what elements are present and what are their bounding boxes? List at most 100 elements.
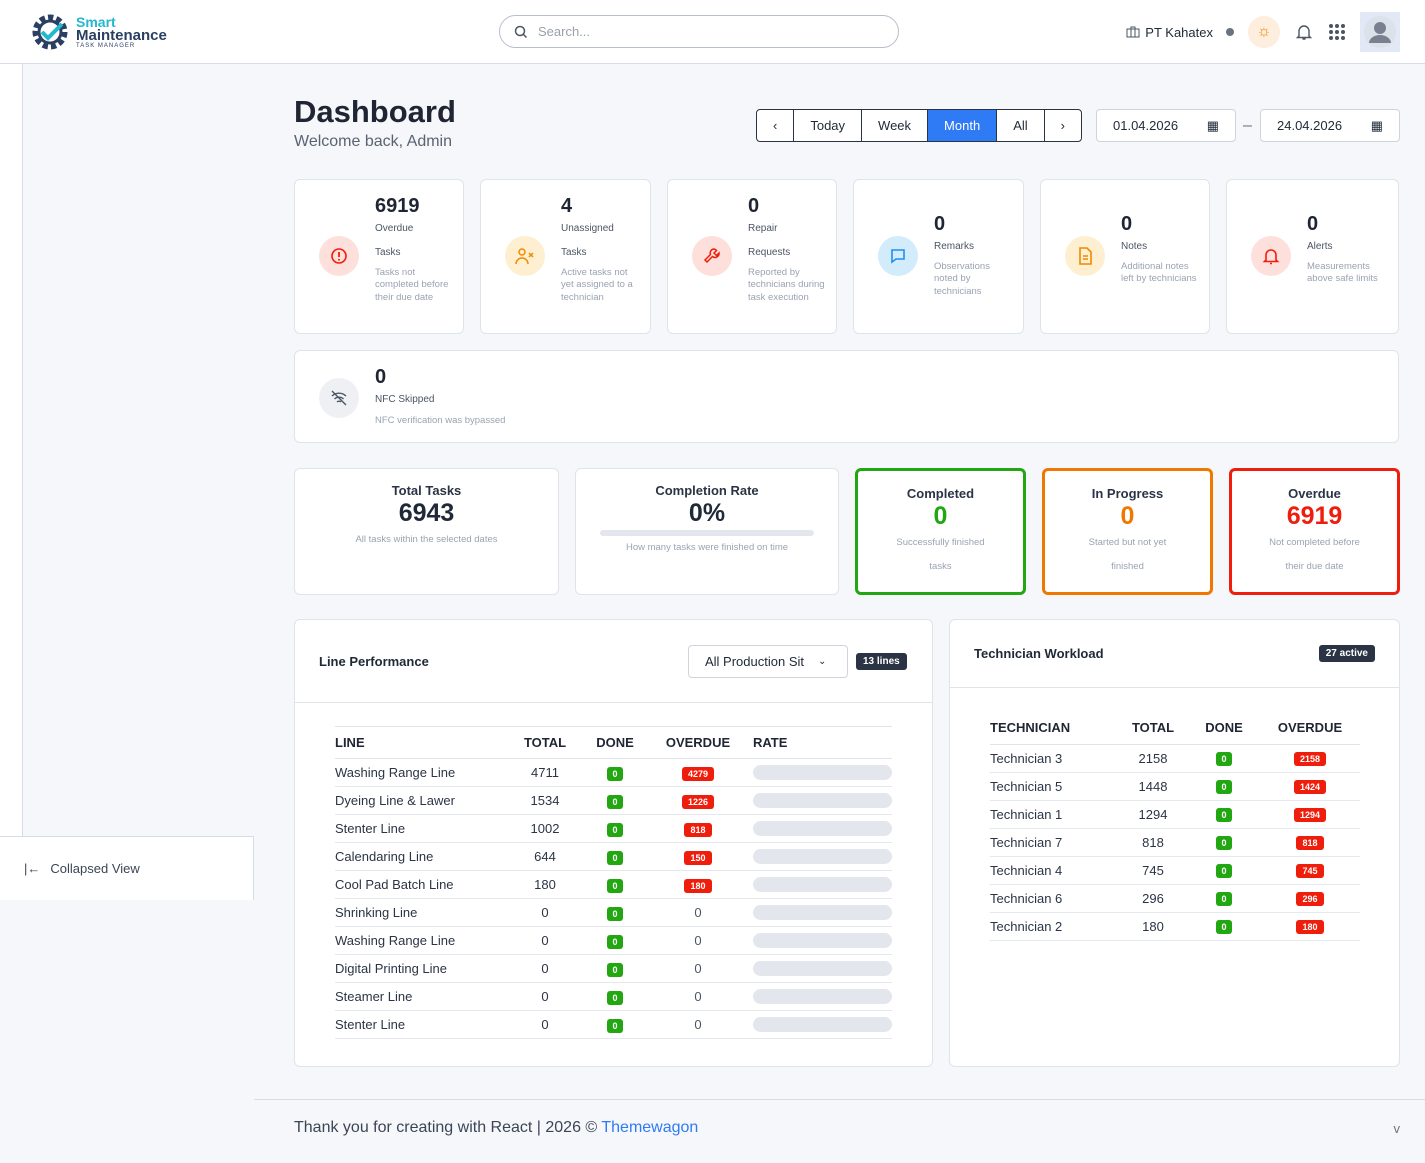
rate-bar xyxy=(753,989,892,1004)
table-row[interactable]: Stenter Line 0 0 0 xyxy=(335,1010,892,1039)
logo-tagline: TASK MANAGER xyxy=(76,42,136,49)
collapse-arrow-icon: |← xyxy=(24,861,41,876)
done-badge: 0 xyxy=(1216,808,1232,822)
prev-button[interactable]: ‹ xyxy=(757,110,795,141)
tab-week[interactable]: Week xyxy=(862,110,929,141)
next-button[interactable]: › xyxy=(1060,118,1065,133)
table-row[interactable]: Technician 4 745 0 745 xyxy=(990,856,1360,885)
technician-name: Technician 3 xyxy=(990,744,1118,773)
table-row[interactable]: Calendaring Line 644 0 150 xyxy=(335,842,892,871)
page-title: Dashboard xyxy=(294,94,456,129)
table-row[interactable]: Cool Pad Batch Line 180 0 180 xyxy=(335,870,892,899)
done-badge: 0 xyxy=(607,1018,623,1033)
table-row[interactable]: Steamer Line 0 0 0 xyxy=(335,982,892,1011)
done-badge: 0 xyxy=(607,906,623,921)
overdue-badge: 150 xyxy=(684,850,712,865)
table-row[interactable]: Stenter Line 1002 0 818 xyxy=(335,814,892,843)
technician-total: 296 xyxy=(1118,884,1188,913)
wifi-off-icon xyxy=(319,378,359,418)
summary-description: How many tasks were finished on time xyxy=(625,542,789,553)
production-site-select[interactable]: All Production Sit ⌄ xyxy=(688,645,848,678)
column-header: TOTAL xyxy=(515,726,575,759)
overdue-badge: 818 xyxy=(1296,836,1324,850)
table-row[interactable]: Shrinking Line 0 0 0 xyxy=(335,898,892,927)
overdue-badge: 745 xyxy=(1296,864,1324,878)
logo-smart: Smart xyxy=(76,13,116,30)
message-icon xyxy=(878,236,918,276)
summary-description: finished xyxy=(1111,561,1144,572)
tab-month[interactable]: Month xyxy=(928,110,998,141)
company-name: PT Kahatex xyxy=(1145,24,1213,40)
kpi-card-repair[interactable]: 0 Repair Requests Reported by technician… xyxy=(667,179,837,334)
kpi-label: NFC Skipped xyxy=(375,394,435,405)
overdue-value: 0 xyxy=(694,989,702,1004)
company-selector[interactable]: PT Kahatex xyxy=(1126,25,1234,40)
user-x-icon xyxy=(505,236,545,276)
summary-value: 0 xyxy=(1120,502,1135,530)
status-dot xyxy=(1226,28,1234,36)
kpi-card-remarks[interactable]: 0 Remarks Observations noted by technici… xyxy=(853,179,1024,334)
active-count-badge: 27 active xyxy=(1318,645,1375,662)
summary-title: Total Tasks xyxy=(391,483,462,498)
start-date-input[interactable]: 01.04.2026 ▦ xyxy=(1096,109,1236,142)
search-icon xyxy=(514,25,528,38)
logo[interactable]: Smart Maintenance TASK MANAGER xyxy=(30,12,167,52)
summary-value: 0% xyxy=(688,499,726,527)
summary-description: Started but not yet xyxy=(1088,537,1167,548)
table-row[interactable]: Technician 7 818 0 818 xyxy=(990,828,1360,857)
tab-all[interactable]: All xyxy=(997,110,1045,141)
kpi-card-overdue[interactable]: 6919 Overdue Tasks Tasks not completed b… xyxy=(294,179,464,334)
table-row[interactable]: Washing Range Line 4711 0 4279 xyxy=(335,758,892,787)
search-box[interactable] xyxy=(499,15,899,48)
summary-in-progress: In Progress 0 Started but not yet finish… xyxy=(1042,468,1213,595)
done-badge: 0 xyxy=(1216,892,1232,906)
overdue-badge: 296 xyxy=(1296,892,1324,906)
rate-bar xyxy=(753,821,892,836)
kpi-card-nfc-skipped[interactable]: 0 NFC Skipped NFC verification was bypas… xyxy=(294,350,1399,443)
line-name: Stenter Line xyxy=(335,814,515,843)
search-input[interactable] xyxy=(538,24,858,39)
avatar[interactable] xyxy=(1360,12,1400,52)
table-row[interactable]: Technician 6 296 0 296 xyxy=(990,884,1360,913)
column-header: TECHNICIAN xyxy=(990,712,1118,745)
kpi-description: Tasks not completed before their due dat… xyxy=(375,267,449,303)
table-row[interactable]: Technician 2 180 0 180 xyxy=(990,912,1360,941)
tab-today[interactable]: Today xyxy=(794,110,863,141)
rate-bar xyxy=(753,793,892,808)
done-badge: 0 xyxy=(607,766,623,781)
kpi-value: 0 xyxy=(1307,213,1319,235)
kpi-card-notes[interactable]: 0 Notes Additional notes left by technic… xyxy=(1040,179,1210,334)
table-row[interactable]: Technician 5 1448 0 1424 xyxy=(990,772,1360,801)
technician-total: 1294 xyxy=(1118,800,1188,829)
summary-completed: Completed 0 Successfully finished tasks xyxy=(855,468,1026,595)
technician-name: Technician 1 xyxy=(990,800,1118,829)
done-badge: 0 xyxy=(607,990,623,1005)
select-value: All Production Sit xyxy=(705,654,804,669)
summary-description: Not completed before xyxy=(1269,537,1360,548)
table-row[interactable]: Technician 1 1294 0 1294 xyxy=(990,800,1360,829)
themewagon-link[interactable]: Themewagon xyxy=(601,1119,699,1136)
collapse-sidebar-button[interactable]: |← Collapsed View xyxy=(0,836,254,900)
table-row[interactable]: Washing Range Line 0 0 0 xyxy=(335,926,892,955)
kpi-value: 4 xyxy=(561,195,573,217)
apps-grid-icon[interactable] xyxy=(1328,23,1346,41)
kpi-label: Overdue xyxy=(375,223,414,234)
summary-description: Successfully finished xyxy=(896,537,985,548)
bell-icon[interactable] xyxy=(1294,22,1314,42)
overdue-badge: 1294 xyxy=(1293,808,1327,822)
theme-toggle-button[interactable]: ☼ xyxy=(1248,16,1280,48)
table-row[interactable]: Digital Printing Line 0 0 0 xyxy=(335,954,892,983)
kpi-card-alerts[interactable]: 0 Alerts Measurements above safe limits xyxy=(1226,179,1399,334)
end-date-value: 24.04.2026 xyxy=(1277,118,1343,133)
summary-description: tasks xyxy=(929,561,952,572)
line-name: Calendaring Line xyxy=(335,842,515,871)
line-name: Stenter Line xyxy=(335,1010,515,1039)
rate-bar xyxy=(753,765,892,780)
table-row[interactable]: Technician 3 2158 0 2158 xyxy=(990,744,1360,773)
kpi-card-unassigned[interactable]: 4 Unassigned Tasks Active tasks not yet … xyxy=(480,179,651,334)
summary-value: 6943 xyxy=(398,499,455,527)
table-row[interactable]: Dyeing Line & Lawer 1534 0 1226 xyxy=(335,786,892,815)
kpi-description: NFC verification was bypassed xyxy=(375,415,506,426)
end-date-input[interactable]: 24.04.2026 ▦ xyxy=(1260,109,1400,142)
kpi-label: Remarks xyxy=(934,241,975,252)
